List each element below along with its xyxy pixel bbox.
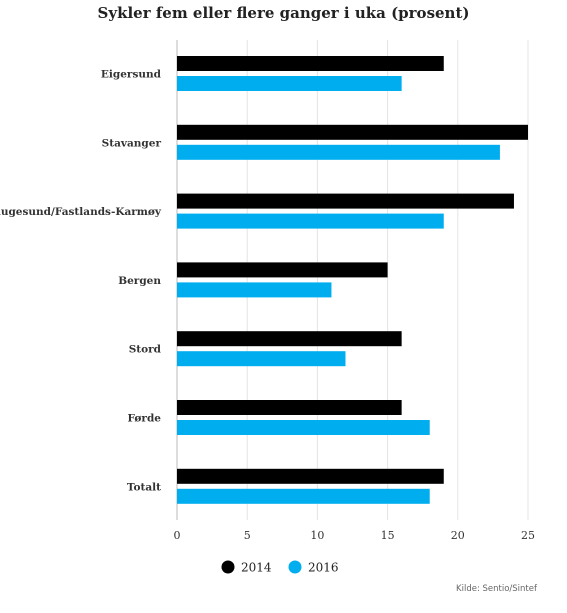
x-tick-label: 5 [244, 529, 251, 542]
category-label: Stavanger [102, 137, 162, 149]
bar-2014-5 [177, 331, 402, 347]
category-label: Eigersund [101, 69, 162, 81]
bar-2016-5 [177, 351, 346, 367]
category-label: Bergen [118, 275, 161, 287]
bar-2014-2 [177, 124, 528, 140]
x-axis-ticks: 0 5 10 15 20 25 [174, 529, 536, 542]
legend-marker-2016 [288, 560, 302, 574]
category-label: Førde [128, 413, 162, 425]
bar-2016-2 [177, 144, 500, 160]
bar-2014-7 [177, 468, 444, 484]
x-tick-label: 20 [451, 529, 465, 542]
x-tick-label: 10 [310, 529, 324, 542]
legend-marker-2014 [221, 560, 235, 574]
legend-label-2016: 2016 [308, 561, 339, 575]
bar-2014-3 [177, 193, 514, 209]
bar-2014-6 [177, 400, 402, 415]
gridlines [176, 40, 529, 520]
legend: 2014 2016 [221, 560, 339, 575]
bar-2016-6 [177, 420, 430, 435]
bar-2016-4 [177, 282, 332, 298]
bar-2014-4 [177, 262, 388, 278]
chart-title: Sykler fem eller flere ganger i uka (pro… [97, 4, 470, 22]
category-labels: Eigersund Stavanger Haugesund/Fastlands-Ka… [0, 69, 162, 494]
bar-2016-1 [177, 76, 402, 91]
category-label: Stord [129, 344, 162, 356]
bar-2014-1 [177, 56, 444, 71]
x-tick-label: 0 [174, 529, 181, 542]
bar-2016-7 [177, 488, 430, 504]
x-tick-label: 15 [381, 529, 395, 542]
category-label: Totalt [127, 481, 161, 493]
legend-label-2014: 2014 [241, 561, 272, 575]
source-note: Kilde: Sentio/Sintef [456, 584, 538, 594]
bars [177, 56, 528, 504]
bar-2016-3 [177, 213, 444, 229]
category-label: Haugesund/Fastlands-Karmøy [0, 206, 162, 218]
x-tick-label: 25 [521, 529, 535, 542]
